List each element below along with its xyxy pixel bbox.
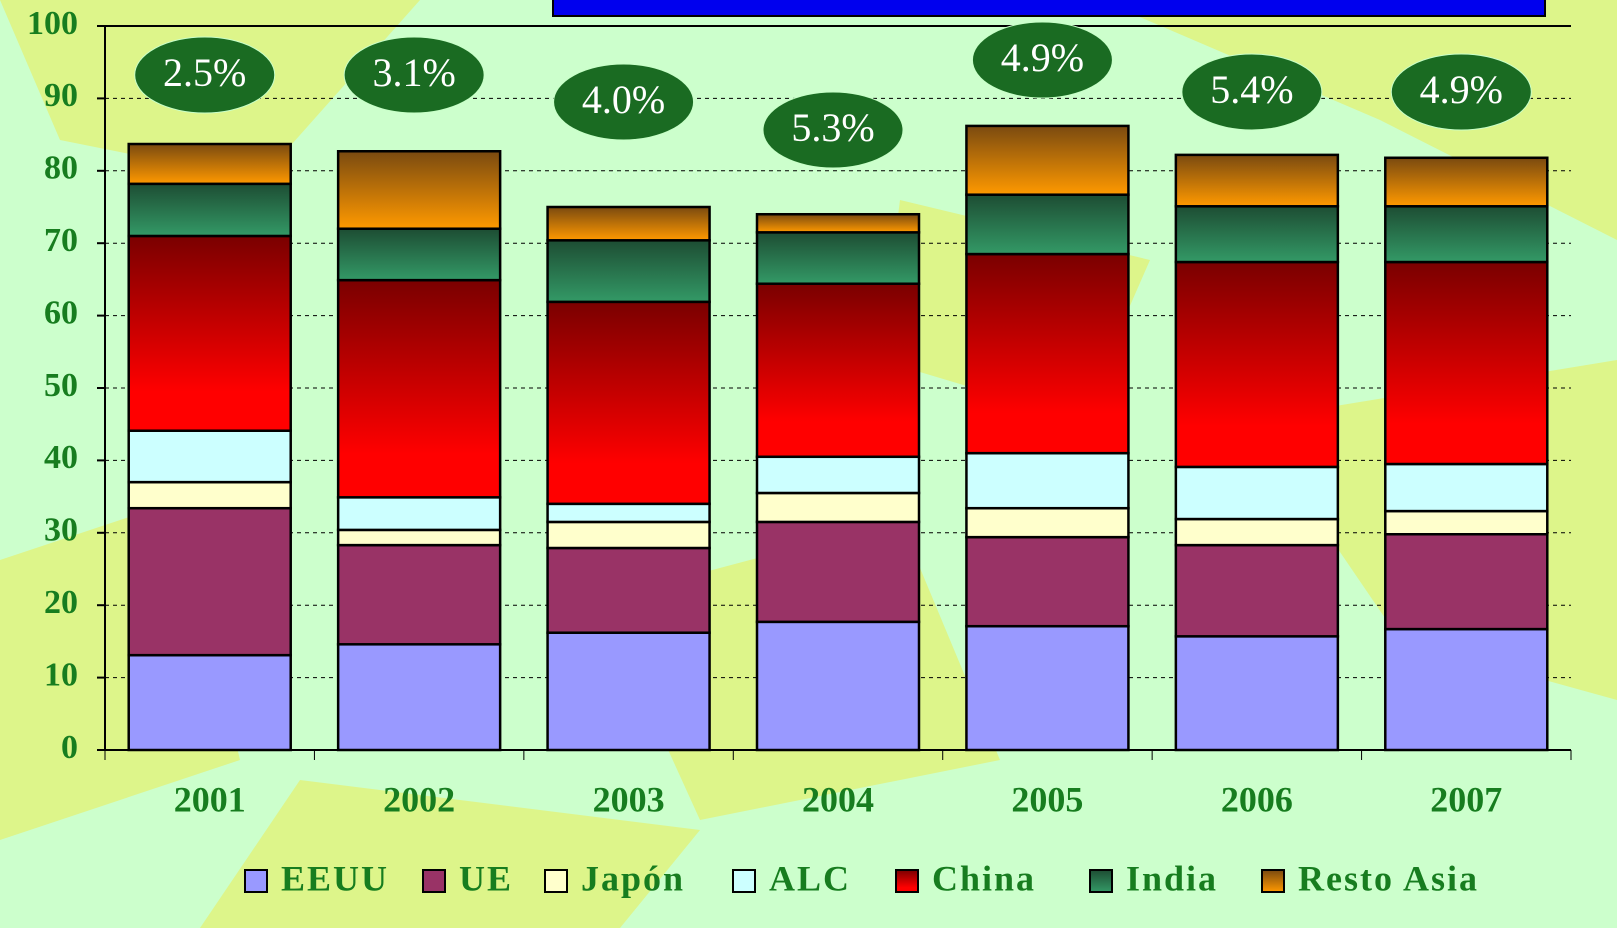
bar-segment: [1385, 464, 1547, 511]
bar-segment: [548, 548, 710, 633]
legend-swatch: [423, 870, 445, 892]
bar-segment: [1176, 155, 1338, 206]
bar-segment: [1176, 636, 1338, 750]
bar-segment: [129, 482, 291, 508]
bar-segment: [1176, 545, 1338, 636]
x-tick-label: 2003: [593, 779, 665, 819]
x-tick-label: 2002: [383, 779, 455, 819]
bar-segment: [966, 508, 1128, 537]
legend-label: India: [1126, 858, 1218, 898]
bar-segment: [338, 151, 500, 228]
bar-segment: [966, 453, 1128, 508]
bar-segment: [966, 254, 1128, 453]
bar-segment: [757, 232, 919, 283]
bar-segment: [757, 284, 919, 457]
bar-segment: [548, 504, 710, 522]
bar-segment: [966, 537, 1128, 626]
y-tick-label: 0: [61, 729, 78, 766]
bar-segment: [966, 126, 1128, 195]
bar-segment: [757, 457, 919, 493]
bar-segment: [338, 545, 500, 644]
legend-label: Japón: [581, 858, 685, 898]
bar-segment: [1385, 262, 1547, 464]
annotation: 4.9%: [1001, 35, 1084, 80]
y-tick-label: 90: [44, 77, 78, 114]
bar-segment: [548, 207, 710, 240]
bar-segment: [966, 626, 1128, 750]
bar-segment: [1176, 206, 1338, 262]
legend-label: EEUU: [281, 858, 389, 898]
bar-segment: [338, 497, 500, 530]
x-tick-label: 2006: [1221, 779, 1293, 819]
header-bar: [553, 0, 1545, 16]
bar-segment: [338, 530, 500, 545]
bar-segment: [757, 493, 919, 522]
legend-label: Resto Asia: [1298, 858, 1479, 898]
legend-swatch: [245, 870, 267, 892]
bar-segment: [338, 280, 500, 497]
bar-segment: [966, 195, 1128, 254]
legend-swatch: [896, 870, 918, 892]
bar-segment: [129, 655, 291, 750]
bar-segment: [129, 508, 291, 655]
y-tick-label: 20: [44, 584, 78, 621]
bar-segment: [1385, 534, 1547, 629]
annotation: 4.0%: [582, 77, 665, 122]
annotation: 5.4%: [1210, 67, 1293, 112]
bar-segment: [129, 144, 291, 184]
bar-segment: [757, 214, 919, 232]
bar-segment: [129, 184, 291, 236]
legend-swatch: [1090, 870, 1112, 892]
annotation: 4.9%: [1420, 67, 1503, 112]
y-tick-label: 10: [44, 656, 78, 693]
legend-label: China: [932, 858, 1036, 898]
bar-segment: [548, 240, 710, 302]
legend-label: ALC: [769, 858, 851, 898]
bar-segment: [1385, 206, 1547, 262]
legend-swatch: [733, 870, 755, 892]
bar-segment: [757, 622, 919, 750]
bar-segment: [1385, 511, 1547, 534]
y-tick-label: 40: [44, 439, 78, 476]
legend-swatch: [545, 870, 567, 892]
legend-swatch: [1262, 870, 1284, 892]
bar-segment: [1176, 467, 1338, 519]
bar-segment: [129, 236, 291, 431]
y-tick-label: 30: [44, 512, 78, 549]
bar-segment: [1385, 629, 1547, 750]
chart: 0 10 20 30 40 50 60 70 80 90 100 2001 2002 2003 2004 20…: [0, 0, 1617, 928]
bar-segment: [338, 229, 500, 280]
annotation: 3.1%: [372, 50, 455, 95]
y-tick-label: 100: [27, 5, 78, 42]
bar-segment: [338, 644, 500, 750]
bar-segment: [548, 302, 710, 504]
x-tick-label: 2005: [1011, 779, 1083, 819]
legend-label: UE: [459, 858, 513, 898]
bar-segment: [757, 522, 919, 622]
bar-segment: [548, 522, 710, 548]
y-tick-label: 50: [44, 367, 78, 404]
annotation: 2.5%: [163, 50, 246, 95]
y-tick-label: 80: [44, 150, 78, 187]
bar-segment: [1176, 262, 1338, 467]
x-tick-label: 2004: [802, 779, 874, 819]
x-tick-label: 2001: [174, 779, 246, 819]
bar-segment: [548, 633, 710, 750]
annotation: 5.3%: [791, 105, 874, 150]
bar-segment: [1176, 519, 1338, 545]
y-tick-label: 60: [44, 294, 78, 331]
bar-segment: [1385, 158, 1547, 207]
bar-segment: [129, 431, 291, 482]
y-tick-label: 70: [44, 222, 78, 259]
x-tick-label: 2007: [1430, 779, 1502, 819]
